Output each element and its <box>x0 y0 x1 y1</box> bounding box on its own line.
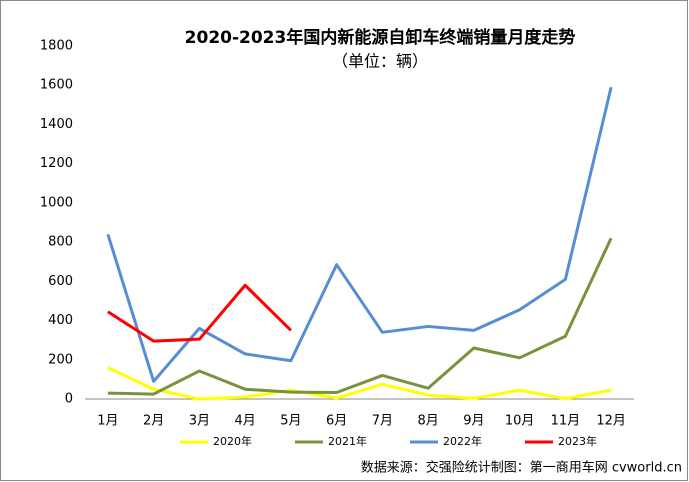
x-tick-label: 11月 <box>551 414 581 429</box>
series-line <box>107 283 292 343</box>
x-tick-label: 3月 <box>189 414 210 429</box>
y-tick-label: 1000 <box>40 195 73 210</box>
legend-label: 2021年 <box>328 434 367 448</box>
legend-label: 2022年 <box>443 434 482 448</box>
series-line <box>106 86 613 383</box>
y-tick-label: 0 <box>65 392 73 407</box>
x-tick-label: 10月 <box>505 414 535 429</box>
y-tick-label: 600 <box>48 274 73 289</box>
x-tick-label: 4月 <box>234 414 255 429</box>
y-tick-label: 1400 <box>40 117 73 132</box>
legend-label: 2020年 <box>213 434 252 448</box>
y-tick-label: 1600 <box>40 78 73 93</box>
series-line <box>107 366 612 401</box>
source: 数据来源：交强险统计制图：第一商用车网 cvworld.cn <box>361 460 682 476</box>
x-tick-label: 12月 <box>596 414 626 429</box>
legend-label: 2023年 <box>558 434 597 448</box>
x-tick-label: 2月 <box>143 414 164 429</box>
y-tick-label: 800 <box>48 235 73 250</box>
x-tick-label: 9月 <box>463 414 484 429</box>
x-tick-label: 8月 <box>417 414 438 429</box>
series-line <box>107 237 613 396</box>
y-tick-label: 1200 <box>40 156 73 171</box>
x-tick-label: 6月 <box>326 414 347 429</box>
x-tick-label: 7月 <box>372 414 393 429</box>
x-tick-label: 5月 <box>280 414 301 429</box>
chart-title: 2020-2023年国内新能源自卸车终端销量月度走势 <box>185 27 576 48</box>
x-tick-label: 1月 <box>97 414 118 429</box>
y-tick-label: 1800 <box>40 39 73 54</box>
y-tick-label: 400 <box>48 313 73 328</box>
chart-subtitle: （单位：辆） <box>332 52 428 71</box>
y-tick-label: 200 <box>48 352 73 367</box>
